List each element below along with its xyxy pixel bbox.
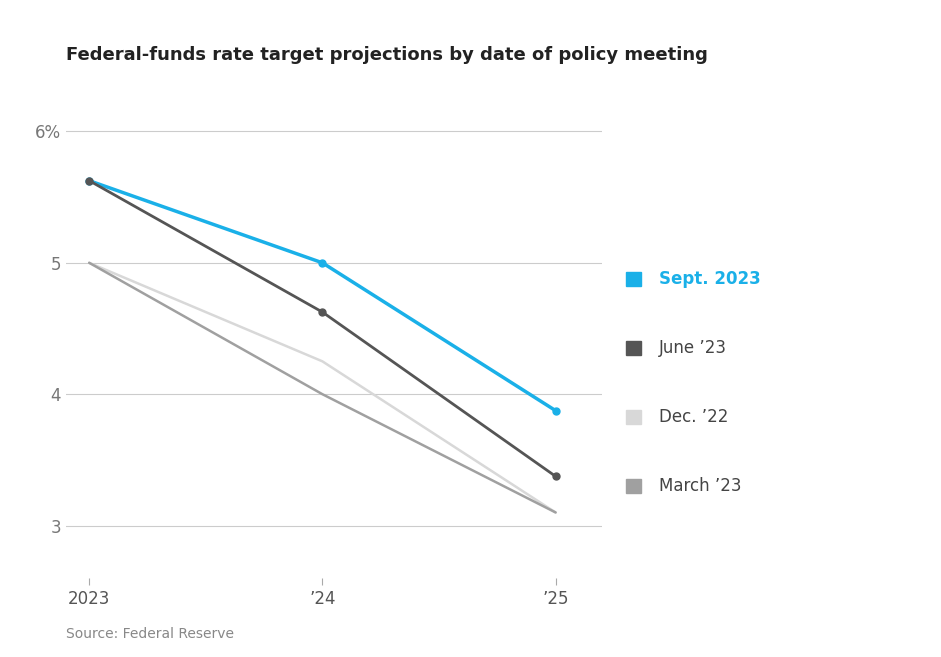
- Text: Source: Federal Reserve: Source: Federal Reserve: [66, 627, 234, 641]
- Text: March ’23: March ’23: [659, 477, 742, 495]
- Text: June ’23: June ’23: [659, 339, 726, 357]
- Text: Dec. ’22: Dec. ’22: [659, 408, 728, 426]
- Text: Sept. 2023: Sept. 2023: [659, 270, 760, 288]
- Text: Federal-funds rate target projections by date of policy meeting: Federal-funds rate target projections by…: [66, 46, 708, 64]
